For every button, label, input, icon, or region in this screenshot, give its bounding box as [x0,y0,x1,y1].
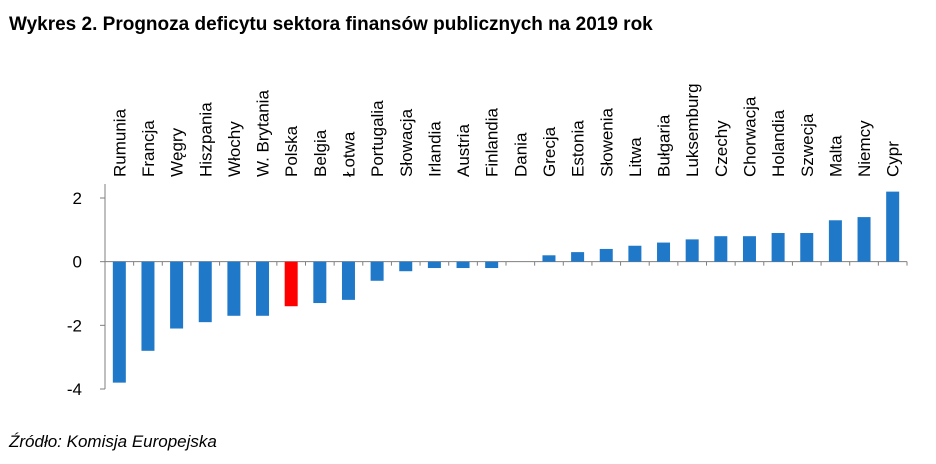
bar-0 [112,261,126,383]
x-tick-label: Niemcy [855,120,874,177]
x-tick-label: Finlandia [483,107,502,177]
bar-24 [800,233,814,262]
bar-26 [857,217,871,262]
bar-6 [284,261,298,307]
bar-16 [571,252,585,262]
bar-7 [313,261,327,304]
y-axis: 2 0 -2 -4 [67,184,908,399]
bar-2 [170,261,184,329]
bar-5 [256,261,270,316]
x-tick-label: Hiszpania [196,102,215,177]
x-tick-label: Rumunia [110,108,129,177]
bar-8 [341,261,355,300]
x-tick-label: Austria [454,124,473,177]
x-tick-label: Malta [826,135,845,177]
x-tick-label: Słowenia [597,107,616,177]
bar-25 [828,220,842,262]
x-tick-label: Holandia [769,109,788,177]
source-note: Źródło: Komisja Europejska [9,432,217,451]
x-tick-label: Portugalia [368,100,387,177]
chart-title: Wykres 2. Prognoza deficytu sektora fina… [9,14,653,35]
x-tick-label: Cypr [884,141,903,177]
x-tick-label: Belgia [311,129,330,177]
x-tick-label: Grecja [540,126,559,177]
x-tick-label: W. Brytania [254,90,273,177]
bar-19 [657,242,671,262]
x-tick-label: Irlandia [425,121,444,177]
x-tick-label: Estonia [569,120,588,177]
bar-11 [427,261,441,269]
x-tick-label: Słowacja [397,108,416,177]
bar-12 [456,261,470,269]
x-tick-label: Francja [139,120,158,177]
bar-21 [714,236,728,262]
y-tick-label: -2 [67,316,82,335]
bar-4 [227,261,241,316]
x-tick-label: Włochy [225,121,244,177]
bars [112,191,900,383]
y-tick-label: 0 [73,253,82,272]
x-tick-label: Dania [511,132,530,177]
x-tick-label: Polska [282,125,301,177]
x-tick-label: Bułgaria [655,114,674,177]
bar-15 [542,255,556,262]
bar-17 [599,248,613,262]
x-tick-label: Szwecja [798,113,817,177]
bar-27 [886,191,900,262]
x-tick-label: Chorwacja [740,96,759,177]
x-tick-label: Litwa [626,137,645,177]
bar-20 [685,239,699,262]
x-tick-labels: Rumunia Francja Węgry Hiszpania Włochy W. Bry… [110,83,902,177]
bar-3 [198,261,212,323]
bar-9 [370,261,384,281]
bar-23 [771,233,785,262]
x-tick-label: Węgry [168,127,187,177]
x-tick-label: Łotwa [339,131,358,177]
bar-18 [628,245,642,262]
x-tick-label: Luksemburg [683,83,702,177]
y-tick-label: -4 [67,380,82,399]
bar-22 [742,236,756,262]
bar-1 [141,261,155,351]
x-tick-label: Czechy [712,120,731,177]
y-tick-label: 2 [73,189,82,208]
bar-13 [485,261,499,269]
bar-10 [399,261,413,272]
